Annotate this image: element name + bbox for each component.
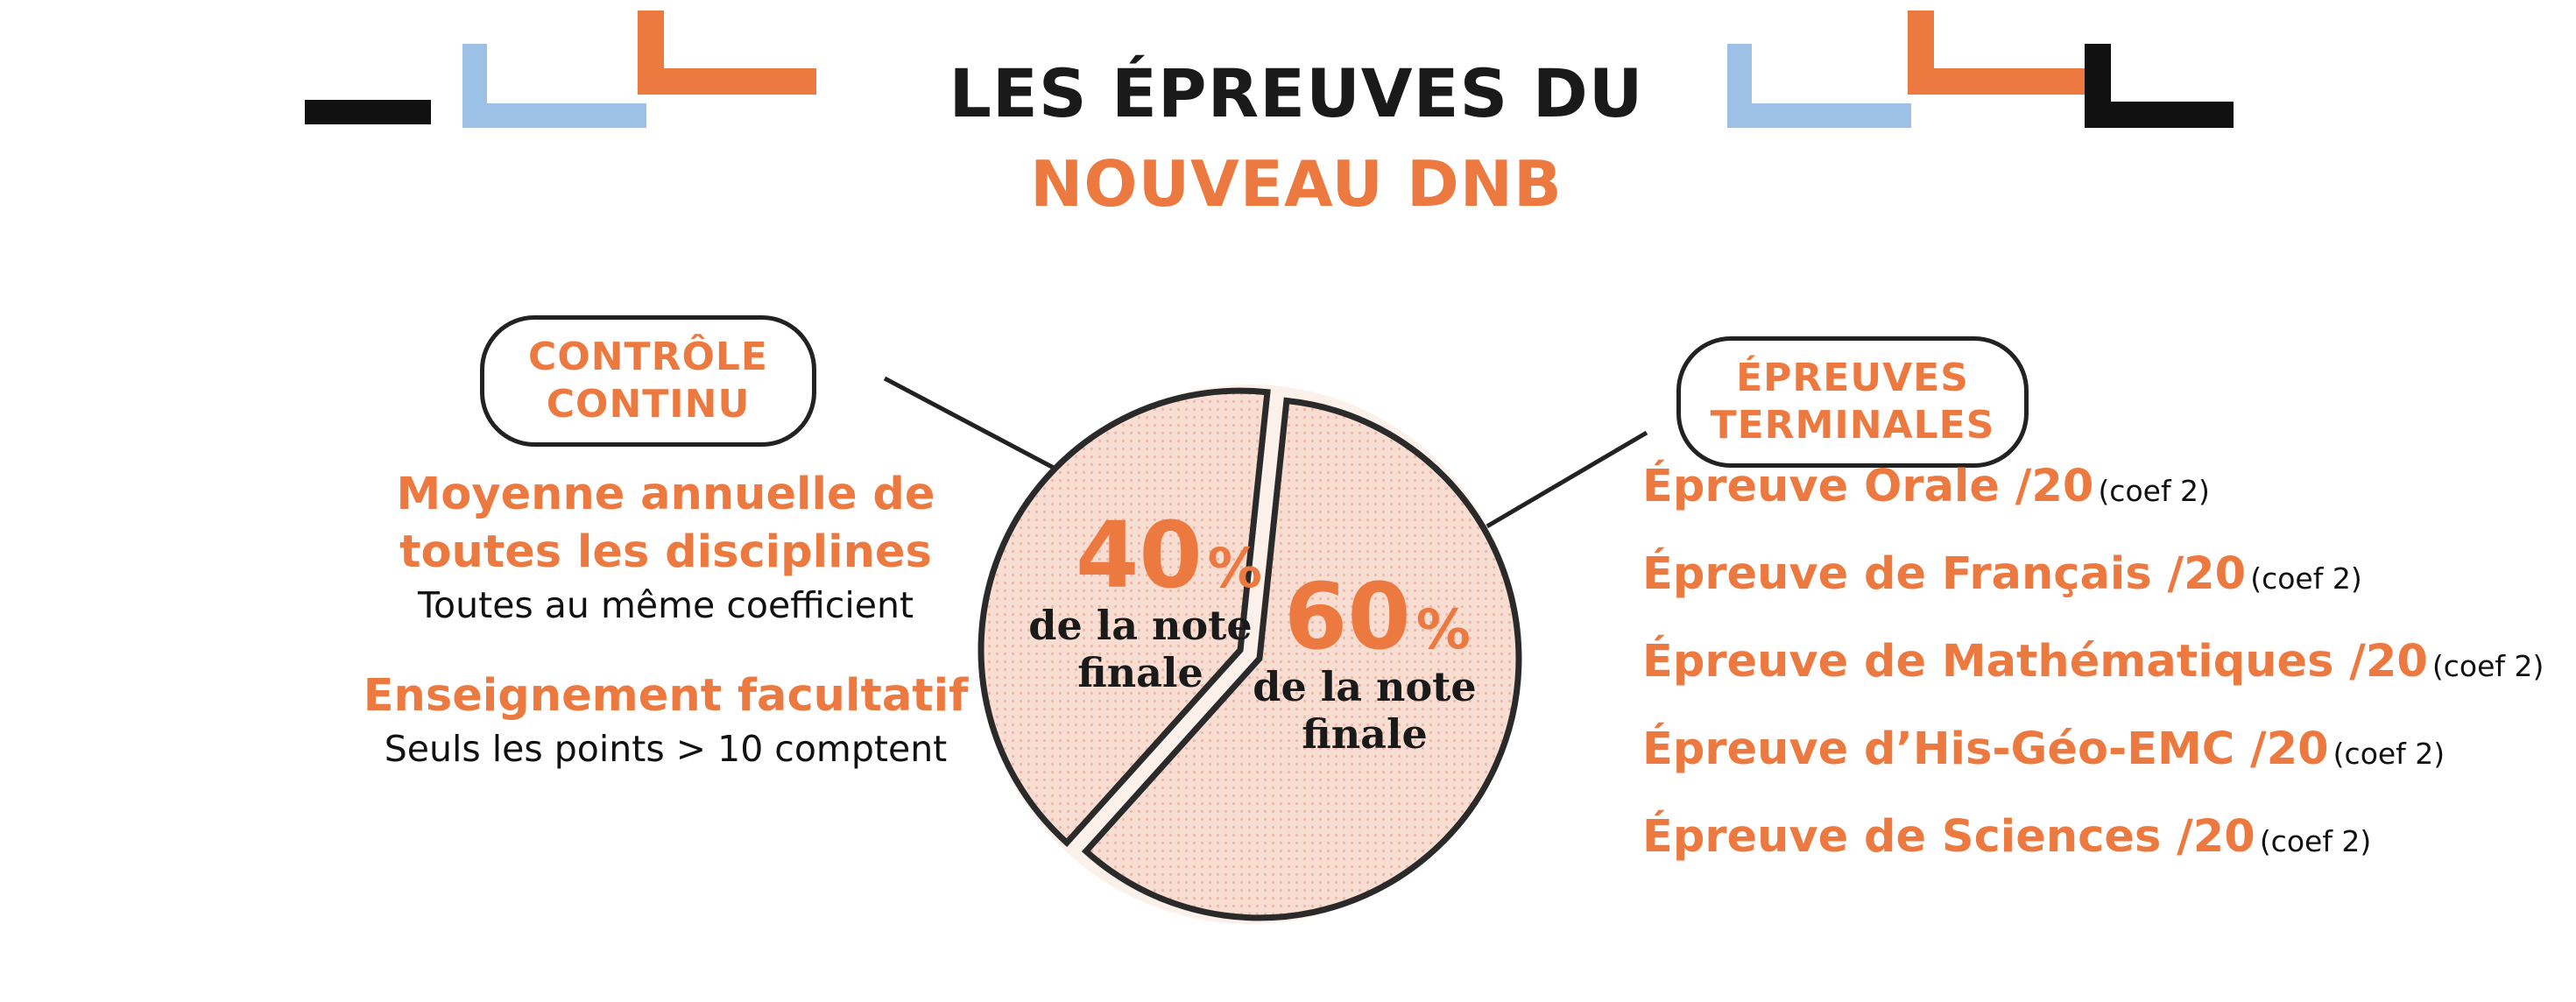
pie-caption-40-line1: de la note [1028,602,1252,649]
decor-blue-step-left [462,44,646,128]
pie-label-40-pct: % [1208,536,1262,600]
epreuve-item: Épreuve d’His-Géo-EMC /20 (coef 2) [1642,723,2445,775]
badge-controle-line2: CONTINU [546,382,751,427]
epreuve-label: Épreuve Orale /20 [1642,461,2094,512]
badge-epreuves-terminales: ÉPREUVES TERMINALES [1676,336,2029,468]
epreuve-label: Épreuve de Sciences /20 [1642,811,2255,863]
epreuve-coef: (coef 2) [2259,824,2372,858]
epreuve-coef: (coef 2) [2333,737,2445,771]
epreuve-item: Épreuve Orale /20 (coef 2) [1642,461,2210,512]
pie-slice-60 [1081,397,1522,921]
pie-slice-40 [977,387,1271,848]
page-subtitle: NOUVEAU DNB [1030,147,1563,221]
pie-label-60-number: 60 [1284,563,1411,670]
epreuve-label: Épreuve de Mathématiques /20 [1642,636,2428,688]
badge-controle-line1: CONTRÔLE [528,335,768,379]
pie-caption-40-line2: finale [1077,649,1203,696]
moyenne-heading-line1: Moyenne annuelle de [396,469,935,520]
badge-epreuves-line1: ÉPREUVES [1736,356,1969,400]
decor-orange-step-right [1908,11,2086,95]
controle-continu-details: Moyenne annuelle de toutes les disciplin… [324,466,1007,773]
decor-blue-step-right [1727,44,1911,128]
page-title: LES ÉPREUVES DU [949,54,1644,132]
epreuve-coef: (coef 2) [2098,474,2210,508]
epreuve-label: Épreuve d’His-Géo-EMC /20 [1642,723,2329,775]
facultatif-heading: Enseignement facultatif [363,670,969,722]
moyenne-heading-line2: toutes les disciplines [399,526,932,578]
decor-orange-step-left [638,11,816,95]
pie-caption-60-line1: de la note [1253,663,1476,710]
epreuve-item: Épreuve de Sciences /20 (coef 2) [1642,811,2371,863]
pie-label-60-value: 60% [1284,563,1471,670]
epreuve-item: Épreuve de Mathématiques /20 (coef 2) [1642,636,2544,688]
pie-caption-60-line2: finale [1302,710,1427,758]
epreuve-coef: (coef 2) [2250,561,2362,596]
epreuve-label: Épreuve de Français /20 [1642,548,2247,600]
pie-label-40-value: 40% [1076,502,1262,609]
badge-epreuves-line2: TERMINALES [1710,403,1995,448]
pie-label-40-number: 40 [1076,502,1203,609]
moyenne-subtext: Toutes au même coefficient [417,584,914,626]
badge-controle-continu: CONTRÔLE CONTINU [480,315,816,447]
decor-black-step-right [2085,44,2234,128]
decor-black-bar-left [305,100,431,124]
pie-label-60-pct: % [1416,597,1471,661]
epreuve-coef: (coef 2) [2431,649,2544,683]
pie-chart: 40% de la note finale 60% de la note fin… [977,385,1522,924]
facultatif-subtext: Seuls les points > 10 comptent [384,728,948,770]
epreuve-item: Épreuve de Français /20 (coef 2) [1642,548,2362,600]
